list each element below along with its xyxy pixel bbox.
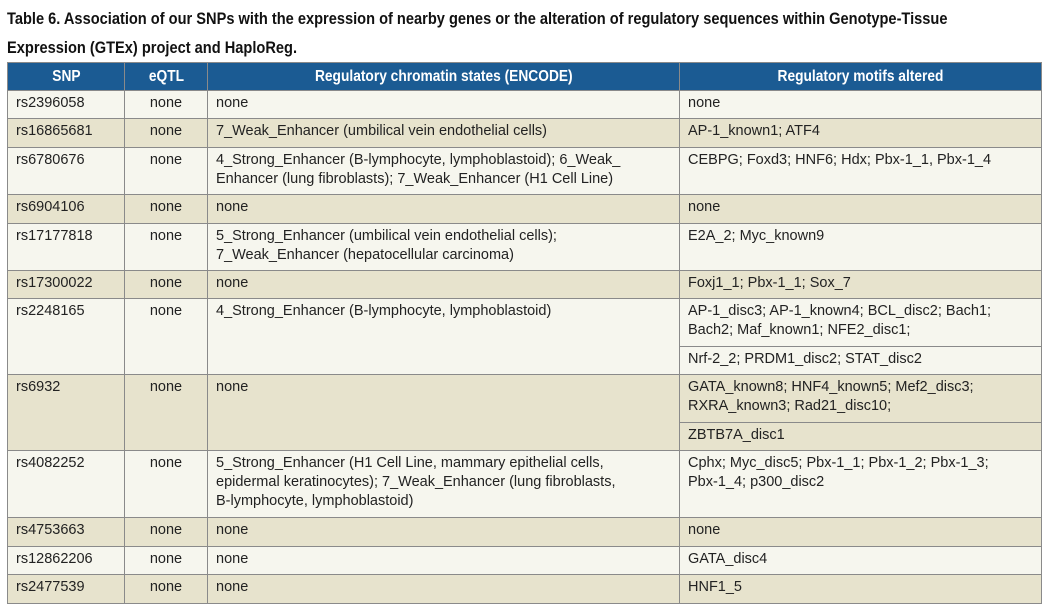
eqtl-cell: none (124, 147, 208, 195)
chromatin-cell: none (207, 90, 680, 119)
snp-cell: rs12862206 (7, 546, 125, 575)
header-chromatin: Regulatory chromatin states (ENCODE) (207, 62, 680, 91)
motifs-cell: AP-1_known1; ATF4 (679, 118, 1042, 148)
eqtl-cell: none (124, 194, 208, 224)
chromatin-cell: none (207, 517, 680, 547)
table-row: rs16865681 none 7_Weak_Enhancer (umbilical… (7, 118, 1042, 148)
table-row: rs6904106 none none none (7, 194, 1042, 224)
chromatin-cell: 5_Strong_Enhancer (umbilical vein endoth… (207, 223, 680, 271)
table-row: rs6932 none none GATA_known8; HNF4_known5; … (7, 374, 1042, 451)
table-row: rs4753663 none none none (7, 517, 1042, 547)
table-row: rs2396058 none none none (7, 90, 1042, 119)
snp-cell: rs16865681 (7, 118, 125, 148)
eqtl-cell: none (124, 298, 208, 375)
motifs-cell: AP-1_disc3; AP-1_known4; BCL_disc2; Bach… (679, 298, 1042, 347)
snp-cell: rs6932 (7, 374, 125, 451)
chromatin-cell: none (207, 270, 680, 299)
table-row: rs2477539 none none HNF1_5 (7, 574, 1042, 604)
table-subrow: Nrf-2_2; PRDM1_disc2; STAT_disc2 (8, 346, 1042, 375)
table-row: rs6780676 none 4_Strong_Enhancer (B-lympho… (7, 147, 1042, 195)
motifs-cell: E2A_2; Myc_known9 (679, 223, 1042, 271)
snp-cell: rs17300022 (7, 270, 125, 299)
eqtl-cell: none (124, 90, 208, 119)
table-row: rs4082252 none 5_Strong_Enhancer (H1 Cell … (7, 450, 1042, 518)
table-subrow: ZBTB7A_disc1 (8, 422, 1042, 451)
motifs-cell: GATA_known8; HNF4_known5; Mef2_disc3; RX… (679, 374, 1042, 423)
snp-table: SNP eQTL Regulatory chromatin states (EN… (7, 62, 1042, 604)
eqtl-cell: none (124, 118, 208, 148)
chromatin-cell: none (207, 546, 680, 575)
snp-cell: rs4082252 (7, 450, 125, 518)
chromatin-cell: none (207, 574, 680, 604)
motifs-cell: Nrf-2_2; PRDM1_disc2; STAT_disc2 (679, 346, 1042, 375)
header-eqtl: eQTL (124, 62, 208, 91)
motifs-cell: Foxj1_1; Pbx-1_1; Sox_7 (679, 270, 1042, 299)
chromatin-cell: 4_Strong_Enhancer (B-lymphocyte, lymphob… (207, 298, 680, 375)
eqtl-cell: none (124, 450, 208, 518)
motifs-cell: none (679, 517, 1042, 547)
snp-cell: rs4753663 (7, 517, 125, 547)
motifs-cell: none (679, 194, 1042, 224)
snp-cell: rs2248165 (7, 298, 125, 375)
motifs-cell: CEBPG; Foxd3; HNF6; Hdx; Pbx-1_1, Pbx-1_… (679, 147, 1042, 195)
snp-cell: rs17177818 (7, 223, 125, 271)
motifs-cell: ZBTB7A_disc1 (679, 422, 1042, 451)
chromatin-cell: 7_Weak_Enhancer (umbilical vein endothel… (207, 118, 680, 148)
snp-cell: rs2396058 (7, 90, 125, 119)
table-header-row: SNP eQTL Regulatory chromatin states (EN… (7, 62, 1042, 91)
header-snp: SNP (7, 62, 125, 91)
chromatin-cell: none (207, 374, 680, 451)
motifs-cell: none (679, 90, 1042, 119)
table-caption: Table 6. Association of our SNPs with th… (7, 9, 948, 57)
eqtl-cell: none (124, 270, 208, 299)
chromatin-cell: 4_Strong_Enhancer (B-lymphocyte, lymphob… (207, 147, 680, 195)
eqtl-cell: none (124, 546, 208, 575)
chromatin-cell: none (207, 194, 680, 224)
motifs-cell: Cphx; Myc_disc5; Pbx-1_1; Pbx-1_2; Pbx-1… (679, 450, 1042, 518)
header-motifs: Regulatory motifs altered (679, 62, 1042, 91)
table-row: rs12862206 none none GATA_disc4 (7, 546, 1042, 575)
snp-cell: rs6780676 (7, 147, 125, 195)
table-row: rs2248165 none 4_Strong_Enhancer (B-lympho… (7, 298, 1042, 375)
motifs-cell: GATA_disc4 (679, 546, 1042, 575)
eqtl-cell: none (124, 517, 208, 547)
table-row: rs17300022 none none Foxj1_1; Pbx-1_1; Sox_… (7, 270, 1042, 299)
snp-cell: rs2477539 (7, 574, 125, 604)
snp-cell: rs6904106 (7, 194, 125, 224)
motifs-cell: HNF1_5 (679, 574, 1042, 604)
chromatin-cell: 5_Strong_Enhancer (H1 Cell Line, mammary… (207, 450, 680, 518)
table-row: rs17177818 none 5_Strong_Enhancer (umbilic… (7, 223, 1042, 271)
eqtl-cell: none (124, 223, 208, 271)
eqtl-cell: none (124, 574, 208, 604)
eqtl-cell: none (124, 374, 208, 451)
